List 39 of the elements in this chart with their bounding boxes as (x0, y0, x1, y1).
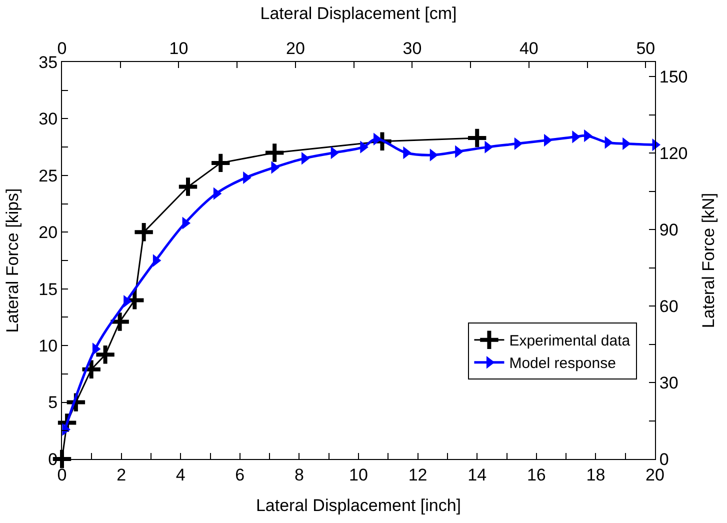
y-tick-label: 15 (38, 280, 58, 299)
x-tick-label: 16 (526, 465, 546, 484)
point (263, 142, 286, 164)
legend-label: Experimental data (509, 332, 631, 350)
y-tick-label: 30 (38, 110, 58, 129)
point (94, 344, 116, 366)
y2-tick-label: 90 (659, 220, 678, 240)
point (80, 358, 102, 380)
x2-tick-label: 50 (636, 39, 656, 58)
y2-axis-title: Lateral Force [kN] (699, 192, 718, 328)
x-tick-label: 18 (586, 465, 606, 484)
legend-label: Model response (509, 355, 616, 372)
x-tick-label: 10 (349, 465, 368, 484)
point (466, 126, 488, 150)
x2-tick-label: 10 (169, 39, 188, 58)
y-tick-label: 10 (38, 336, 58, 356)
y2-tick-label: 120 (659, 144, 688, 163)
y-tick-label: 35 (38, 52, 58, 72)
x-tick-label: 4 (176, 465, 186, 484)
x-axis-title: Lateral Displacement [inch] (256, 496, 462, 515)
y2-tick-label: 60 (659, 296, 678, 316)
x2-tick-label: 30 (402, 39, 422, 58)
x-tick-label: 6 (235, 465, 245, 484)
y-tick-label: 20 (38, 223, 58, 242)
x2-tick-label: 20 (286, 39, 305, 58)
point (132, 221, 155, 244)
point (108, 310, 131, 333)
x2-tick-label: 40 (519, 39, 538, 58)
x-tick-label: 14 (468, 465, 487, 484)
x-tick-label: 8 (294, 465, 304, 484)
y-tick-label: 5 (48, 393, 58, 412)
x-tick-label: 2 (116, 465, 126, 484)
y-axis-title: Lateral Force [kips] (3, 188, 22, 333)
point (176, 176, 200, 198)
y-tick-label: 25 (38, 166, 58, 186)
x-tick-label: 12 (408, 465, 428, 484)
y2-tick-label: 30 (659, 373, 678, 392)
x2-axis-title: Lateral Displacement [cm] (260, 4, 457, 23)
y2-tick-label: 150 (659, 67, 688, 86)
